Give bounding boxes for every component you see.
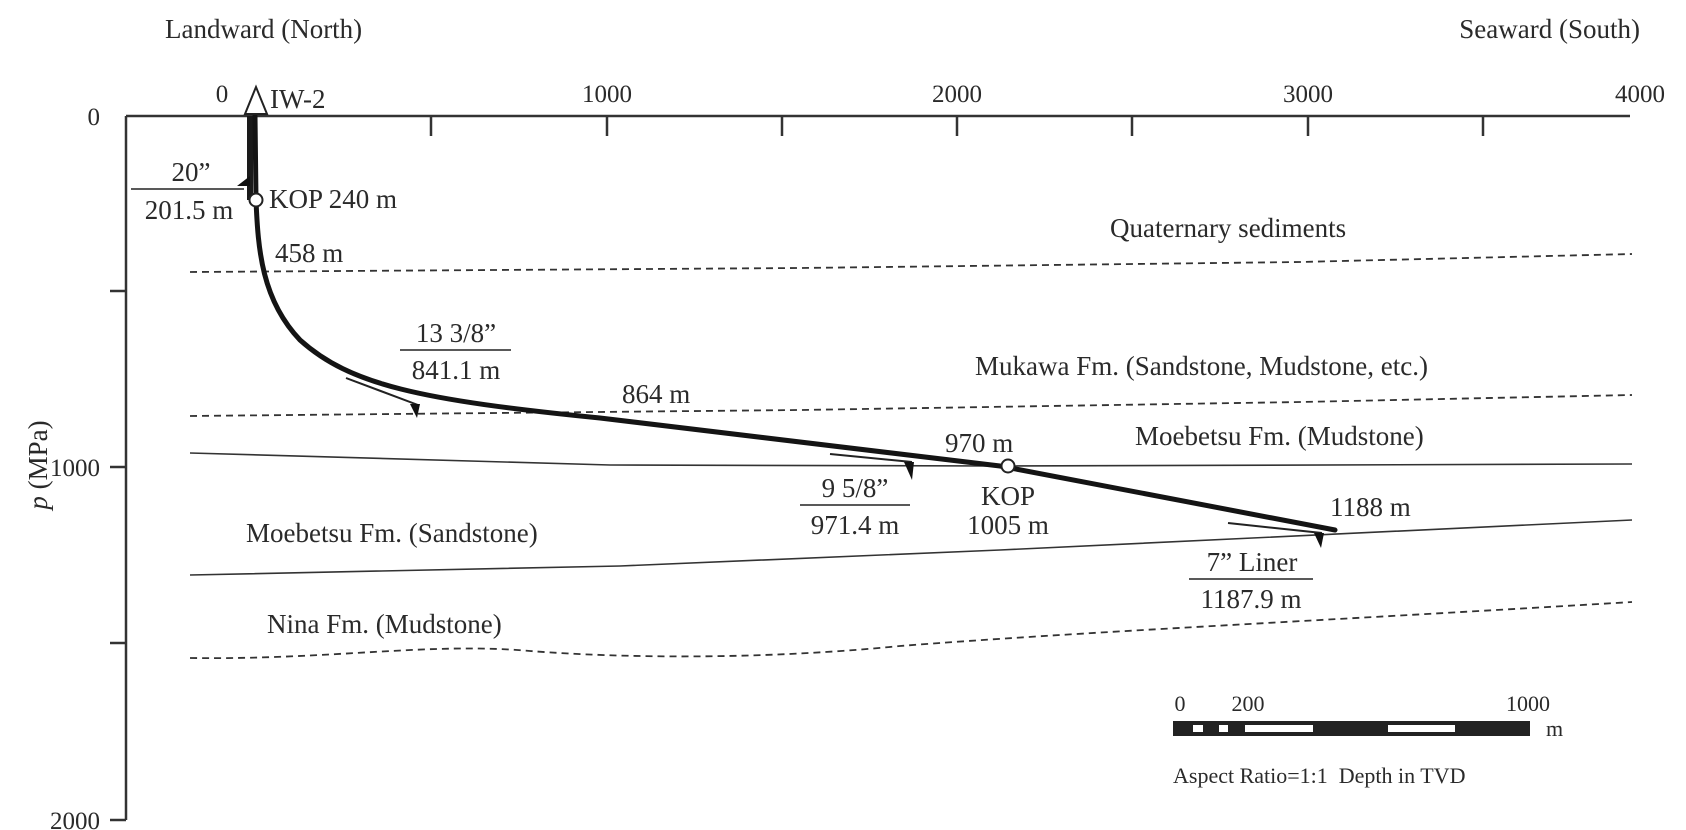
landward-label: Landward (North) [165, 14, 362, 44]
casing-13-3-8-size: 13 3/8” [416, 318, 496, 348]
boundary-mukawa-base [189, 394, 1633, 417]
x-tick-4000: 4000 [1615, 81, 1665, 108]
formation-moebetsu-sandstone-label: Moebetsu Fm. (Sandstone) [246, 518, 538, 548]
casing-13-3-8-line [345, 377, 419, 406]
casing-7-liner-depth: 1187.9 m [1201, 584, 1302, 614]
y-tick-2000: 2000 [50, 808, 100, 830]
scale-bar-seg-4 [1388, 725, 1455, 732]
casing-7-liner-line [1227, 522, 1323, 534]
casing-shoe-7-liner-icon [1314, 533, 1324, 548]
scale-unit: m [1546, 716, 1563, 741]
formation-mukawa-label: Mukawa Fm. (Sandstone, Mudstone, etc.) [975, 351, 1428, 381]
x-tick-2000: 2000 [932, 81, 982, 108]
formation-nina-label: Nina Fm. (Mudstone) [267, 609, 502, 639]
scale-bar-seg-2 [1219, 725, 1228, 732]
x-tick-3000: 3000 [1283, 81, 1333, 108]
casing-9-5-8-line [829, 453, 913, 463]
kop-upper-marker-icon [248, 192, 264, 208]
boundary-moebetsu-mudstone-base [189, 452, 1633, 467]
x-tick-0: 0 [216, 81, 229, 108]
seaward-label: Seaward (South) [1459, 14, 1640, 44]
y-tick-0: 0 [88, 104, 101, 131]
kop-lower-marker-icon [1000, 458, 1016, 474]
kop-lower-label: KOP [981, 481, 1035, 511]
casing-9-5-8-depth: 971.4 m [811, 510, 900, 540]
y-axis-title-unit: (MPa) [23, 420, 53, 496]
scale-bar [1173, 721, 1530, 736]
casing-20-depth: 201.5 m [145, 195, 234, 225]
wellhead-icon [243, 84, 269, 115]
scale-label-200: 200 [1232, 691, 1265, 716]
y-axis-title: p (MPa) [23, 420, 53, 511]
wellbore-trajectory [252, 113, 1338, 533]
casing-shoe-13-3-8-icon [410, 404, 420, 418]
formation-moebetsu-mudstone-label: Moebetsu Fm. (Mudstone) [1135, 421, 1424, 451]
y-tick-1000: 1000 [50, 455, 100, 482]
casing-shoe-20-icon [237, 176, 250, 186]
depth-458-label: 458 m [275, 238, 343, 268]
scale-bar-seg-1 [1193, 725, 1203, 732]
x-tick-1000: 1000 [582, 81, 632, 108]
depth-970-label: 970 m [945, 428, 1013, 458]
scale-label-1000: 1000 [1506, 691, 1550, 716]
y-axis-ticks [110, 289, 126, 822]
boundary-quaternary-base [189, 253, 1633, 273]
well-name: IW-2 [270, 84, 325, 114]
depth-1188-label: 1188 m [1330, 492, 1411, 522]
scale-note: Aspect Ratio=1:1 Depth in TVD [1173, 763, 1465, 788]
scale-bar-seg-3 [1245, 725, 1313, 732]
casing-7-liner-size: 7” Liner [1207, 547, 1298, 577]
formation-quaternary-label: Quaternary sediments [1110, 213, 1346, 243]
casing-9-5-8-size: 9 5/8” [822, 473, 889, 503]
depth-864-label: 864 m [622, 379, 690, 409]
kop-lower-depth-label: 1005 m [967, 510, 1049, 540]
kop-upper-label: KOP 240 m [269, 184, 397, 214]
y-axis-title-var: p [23, 496, 53, 512]
boundary-nina-upper [189, 601, 1633, 660]
scale-label-0: 0 [1175, 691, 1186, 716]
scale-bar-frame [1173, 721, 1530, 736]
casing-20-size: 20” [172, 157, 211, 187]
casing-13-3-8-depth: 841.1 m [412, 355, 501, 385]
x-axis-ticks [254, 116, 1485, 136]
casing-shoe-9-5-8-icon [904, 462, 914, 480]
